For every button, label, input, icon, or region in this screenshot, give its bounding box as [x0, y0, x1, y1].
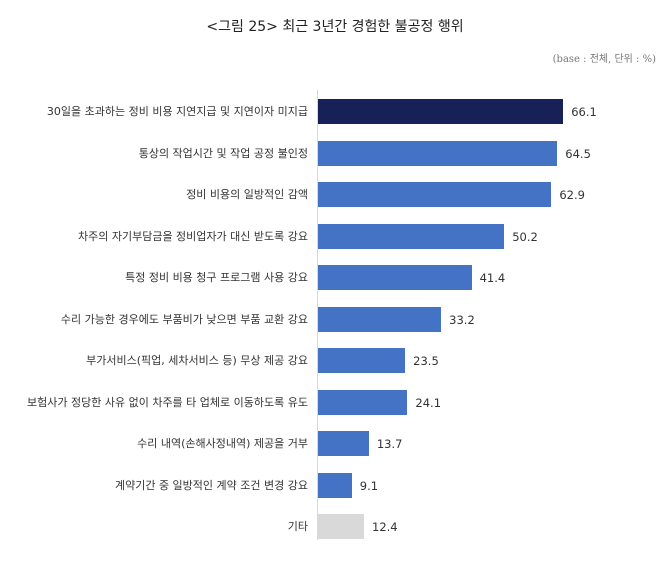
category-label: 부가서비스(픽업, 세차서비스 등) 무상 제공 강요	[86, 354, 308, 367]
category-label: 차주의 자기부담금을 정비업자가 대신 받도록 강요	[77, 229, 308, 243]
bar	[318, 265, 472, 290]
base-unit-note: (base : 전체, 단위 : %)	[552, 54, 656, 65]
bar	[318, 182, 552, 207]
value-label: 9.1	[359, 478, 379, 493]
value-label: 62.9	[559, 188, 585, 202]
bar	[318, 514, 364, 539]
category-label: 30일을 초과하는 정비 비용 지연지급 및 지연이자 미지급	[46, 105, 308, 118]
value-label: 24.1	[415, 395, 442, 410]
bar-row: 수리 내역(손해사정내역) 제공을 거부 13.7	[0, 431, 670, 457]
category-label: 보험사가 정당한 사유 없이 차주를 타 업체로 이동하도록 유도	[27, 395, 308, 409]
bar	[318, 223, 505, 249]
category-label: 수리 가능한 경우에도 부품비가 낮으면 부품 교환 강요	[60, 312, 308, 326]
value-label: 12.4	[372, 520, 398, 534]
bar-row: 30일을 초과하는 정비 비용 지연지급 및 지연이자 미지급 66.1	[0, 99, 670, 125]
bar-row: 부가서비스(픽업, 세차서비스 등) 무상 제공 강요 23.5	[0, 348, 670, 374]
bar-row: 차주의 자기부담금을 정비업자가 대신 받도록 강요 50.2	[0, 223, 670, 250]
bar-row: 통상의 작업시간 및 작업 공정 불인정 64.5	[0, 140, 670, 167]
bar	[318, 389, 408, 415]
bar-row: 정비 비용의 일방적인 감액 62.9	[0, 182, 670, 208]
bar	[318, 348, 406, 373]
category-label: 정비 비용의 일방적인 감액	[186, 188, 308, 201]
value-label: 23.5	[413, 354, 439, 368]
bar	[318, 472, 352, 498]
bar	[318, 140, 558, 166]
value-label: 50.2	[512, 229, 538, 244]
bar	[318, 431, 369, 456]
category-label: 기타	[287, 520, 308, 533]
value-label: 66.1	[571, 105, 597, 119]
y-axis-line	[317, 90, 318, 540]
category-label: 특정 정비 비용 청구 프로그램 사용 강요	[125, 271, 308, 284]
value-label: 41.4	[479, 271, 506, 285]
bar-row: 수리 가능한 경우에도 부품비가 낮으면 부품 교환 강요 33.2	[0, 306, 670, 333]
value-label: 64.5	[565, 146, 591, 161]
bar	[318, 99, 564, 124]
bar-row: 보험사가 정당한 사유 없이 차주를 타 업체로 이동하도록 유도 24.1	[0, 389, 670, 416]
chart-title: <그림 25> 최근 3년간 경험한 불공정 행위	[206, 19, 464, 35]
value-label: 13.7	[376, 437, 403, 451]
bar-row: 계약기간 중 일방적인 계약 조건 변경 강요 9.1	[0, 472, 670, 499]
category-label: 통상의 작업시간 및 작업 공정 불인정	[138, 146, 308, 160]
value-label: 33.2	[449, 312, 475, 327]
bar	[318, 306, 442, 332]
bar-row: 기타 12.4	[0, 514, 670, 540]
bar-row: 특정 정비 비용 청구 프로그램 사용 강요 41.4	[0, 265, 670, 291]
category-label: 계약기간 중 일방적인 계약 조건 변경 강요	[114, 478, 308, 492]
category-label: 수리 내역(손해사정내역) 제공을 거부	[137, 437, 308, 450]
